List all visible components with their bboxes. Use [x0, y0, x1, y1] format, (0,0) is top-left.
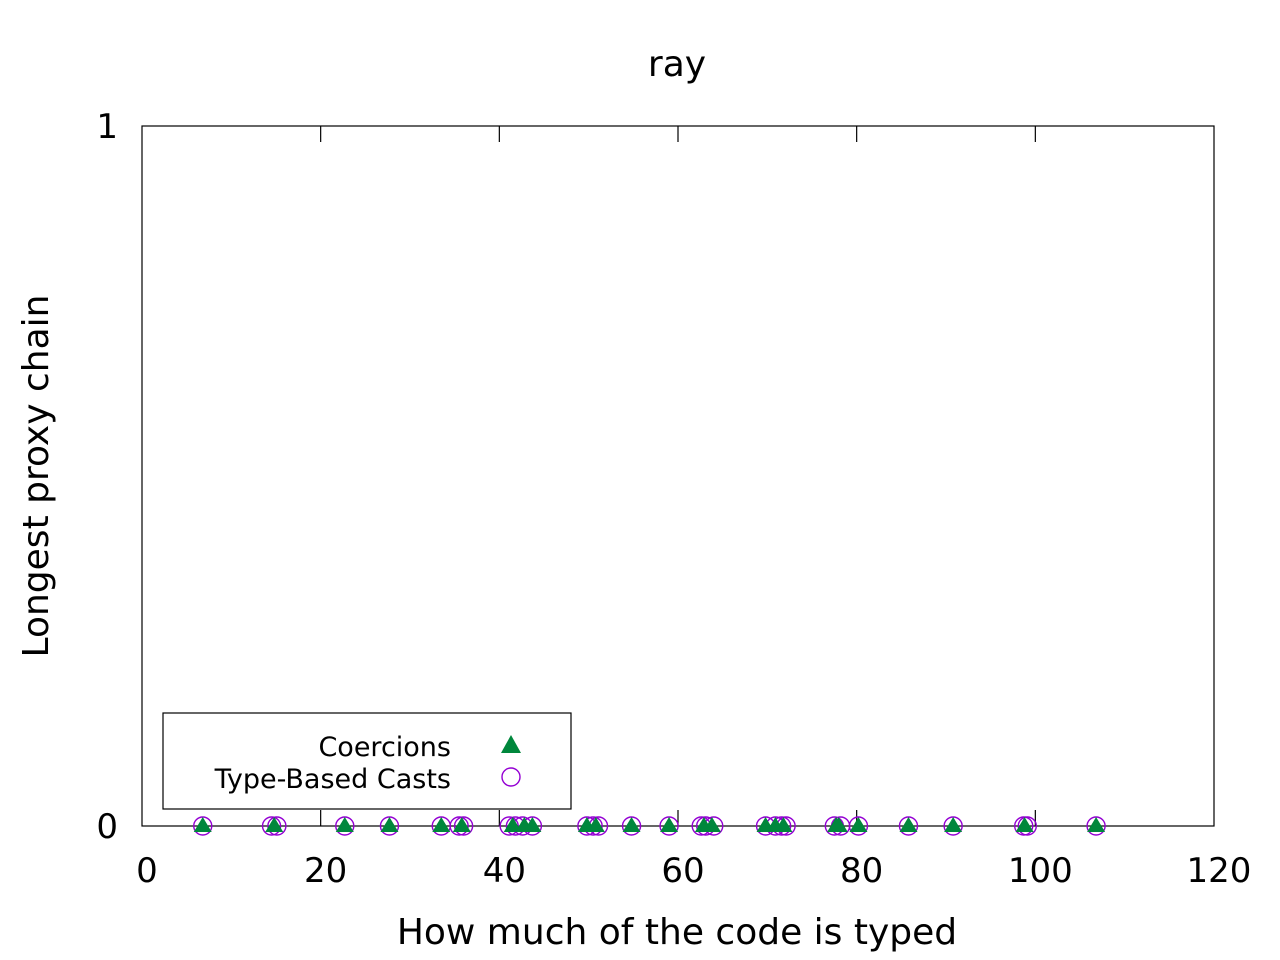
legend: Coercions Type-Based Casts [162, 712, 572, 810]
coercion-point [622, 817, 641, 832]
x-tick-label: 120 [1187, 851, 1252, 891]
coercion-point [899, 817, 918, 832]
coercion-point [432, 817, 451, 832]
coercion-point [503, 817, 522, 832]
y-axis-title: Longest proxy chain [16, 295, 57, 658]
cast-point [449, 816, 469, 836]
legend-marker-casts [501, 767, 521, 787]
coercion-point [380, 817, 399, 832]
x-tick-label: 20 [304, 851, 347, 891]
coercion-point [660, 817, 679, 832]
x-axis-title: How much of the code is typed [397, 912, 957, 953]
x-tick-label: 100 [1008, 851, 1073, 891]
cast-point [267, 816, 287, 836]
x-tick-label: 0 [136, 851, 158, 891]
coercion-point [1015, 817, 1034, 832]
coercion-point [702, 817, 721, 832]
cast-point [1017, 816, 1037, 836]
x-tick-label: 40 [483, 851, 526, 891]
legend-box [162, 712, 572, 810]
cast-point [499, 816, 519, 836]
x-tick-label: 80 [840, 851, 883, 891]
x-axis-ticks: 0 20 40 60 80 100 120 [136, 126, 1251, 891]
cast-point [453, 816, 474, 836]
coercion-point [829, 817, 848, 832]
coercion-point [586, 817, 605, 832]
coercion-point [452, 817, 471, 832]
coercion-point [265, 817, 284, 832]
coercion-point [523, 817, 542, 832]
legend-label-casts: Type-Based Casts [214, 764, 451, 795]
x-tick-label: 60 [661, 851, 704, 891]
coercion-point [774, 817, 793, 832]
y-axis-ticks: 01 [96, 107, 118, 847]
coercion-point [335, 817, 354, 832]
coercion-point [1087, 817, 1106, 832]
y-tick-label: 1 [96, 107, 118, 147]
coercion-point [944, 817, 963, 832]
cast-point [261, 816, 282, 836]
chart-title: ray [648, 44, 706, 85]
legend-label-coercions: Coercions [318, 732, 451, 763]
coercion-point [849, 817, 868, 832]
data-series-layer [193, 816, 1106, 836]
legend-marker-coercions [501, 735, 521, 753]
y-tick-label: 0 [96, 807, 118, 847]
coercion-point [193, 817, 212, 832]
